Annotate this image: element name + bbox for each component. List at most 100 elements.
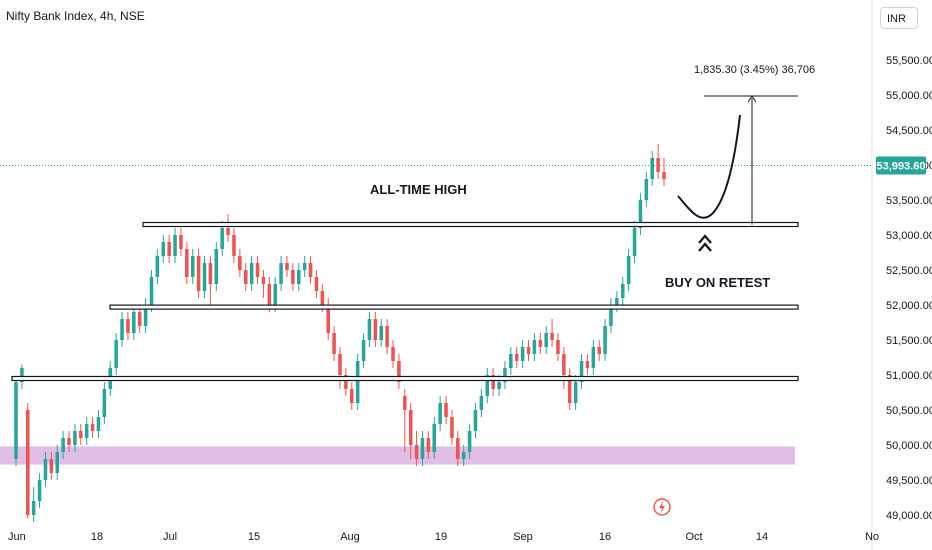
candle-body bbox=[497, 382, 501, 389]
candle-body bbox=[43, 459, 48, 480]
candle-body bbox=[255, 263, 260, 277]
x-tick-label: 16 bbox=[599, 531, 611, 543]
candle-body bbox=[585, 361, 590, 368]
candle-body bbox=[61, 438, 65, 452]
demand-zone bbox=[0, 446, 795, 465]
y-tick-label: 54,500.00 bbox=[886, 125, 932, 137]
candle-body bbox=[49, 459, 54, 473]
candle-body bbox=[361, 340, 366, 361]
y-tick-label: 52,000.00 bbox=[886, 300, 932, 312]
candle-body bbox=[550, 333, 554, 340]
y-tick-label: 53,000.00 bbox=[886, 230, 932, 242]
candle-body bbox=[603, 326, 607, 354]
candle-body bbox=[344, 375, 348, 389]
candle-body bbox=[461, 452, 466, 459]
candle-body bbox=[532, 340, 537, 354]
candle-body bbox=[126, 319, 130, 333]
candle-body bbox=[438, 403, 442, 424]
candle-body bbox=[326, 305, 330, 333]
candle-body bbox=[232, 235, 236, 256]
symbol-title: Nifty Bank Index, 4h, NSE bbox=[6, 9, 145, 23]
candle-body bbox=[73, 431, 77, 445]
candle-body bbox=[173, 235, 177, 256]
candle-body bbox=[444, 403, 448, 417]
candle-body bbox=[285, 263, 289, 270]
y-tick-label: 50,000.00 bbox=[886, 440, 932, 452]
x-tick-label: Jun bbox=[8, 531, 26, 543]
last-price-label: 53,993.60 bbox=[877, 160, 926, 172]
candle-body bbox=[90, 424, 95, 431]
candle-body bbox=[662, 172, 666, 179]
level-line-support-52000[interactable] bbox=[109, 304, 799, 310]
candle-body bbox=[350, 389, 354, 403]
candle-body bbox=[320, 291, 325, 305]
x-tick-label: Jul bbox=[163, 531, 177, 543]
x-tick-label: No bbox=[865, 531, 879, 543]
measure-arrow-icon bbox=[747, 95, 757, 103]
candle-body bbox=[185, 249, 189, 277]
candle-body bbox=[55, 452, 60, 473]
candle-body bbox=[132, 312, 136, 333]
candle-body bbox=[208, 263, 213, 284]
candle-body bbox=[332, 333, 336, 354]
lightning-icon bbox=[659, 501, 665, 513]
candle-body bbox=[456, 438, 460, 459]
candle-body bbox=[467, 431, 472, 452]
x-tick-label: 19 bbox=[435, 531, 447, 543]
candle-body bbox=[638, 200, 643, 228]
candle-body bbox=[355, 361, 360, 403]
candle-body bbox=[279, 263, 283, 284]
candle-body bbox=[414, 445, 419, 459]
candle-body bbox=[31, 501, 36, 515]
candle-body bbox=[591, 347, 596, 368]
candle-body bbox=[161, 242, 166, 256]
candle-body bbox=[149, 277, 154, 309]
candle-body bbox=[167, 242, 171, 256]
y-tick-label: 49,500.00 bbox=[886, 475, 932, 487]
y-tick-label: 55,000.00 bbox=[886, 90, 932, 102]
y-tick-label: 51,000.00 bbox=[886, 370, 932, 382]
candle-body bbox=[291, 270, 295, 284]
candle-body bbox=[302, 263, 307, 270]
candle-body bbox=[261, 277, 266, 284]
measure-label: 1,835.30 (3.45%) 36,706 bbox=[694, 64, 815, 76]
ath-label: ALL-TIME HIGH bbox=[370, 182, 467, 197]
candle-body bbox=[620, 284, 625, 298]
candle-body bbox=[137, 312, 142, 326]
candle-body bbox=[196, 256, 201, 291]
x-tick-label: 15 bbox=[248, 531, 260, 543]
candle-body bbox=[273, 284, 277, 305]
y-tick-label: 51,500.00 bbox=[886, 335, 932, 347]
candle-body bbox=[650, 158, 654, 179]
candle-body bbox=[656, 158, 660, 172]
level-line-support-51000[interactable] bbox=[11, 375, 799, 382]
candle-body bbox=[556, 340, 560, 354]
candle-body bbox=[114, 340, 118, 368]
level-line-all-time-high[interactable] bbox=[142, 221, 799, 228]
candle-body bbox=[190, 256, 195, 277]
candle-body bbox=[579, 361, 584, 382]
candle-body bbox=[308, 263, 313, 277]
candle-body bbox=[14, 382, 18, 459]
candle-body bbox=[37, 480, 42, 501]
candle-body bbox=[238, 256, 242, 270]
candle-body bbox=[626, 256, 631, 284]
x-tick-label: Aug bbox=[340, 531, 360, 543]
candle-body bbox=[503, 368, 507, 382]
candle-body bbox=[155, 256, 160, 277]
candle-body bbox=[214, 249, 219, 284]
candle-body bbox=[432, 424, 437, 452]
candle-body bbox=[267, 284, 272, 305]
candle-body bbox=[296, 270, 301, 284]
candle-body bbox=[644, 179, 649, 200]
candle-body bbox=[249, 263, 254, 284]
candle-body bbox=[538, 340, 543, 347]
candle-body bbox=[179, 235, 183, 249]
y-tick-label: 50,500.00 bbox=[886, 405, 932, 417]
y-tick-label: 49,000.00 bbox=[886, 510, 932, 522]
buy-on-retest-label: BUY ON RETEST bbox=[665, 275, 770, 290]
currency-selector[interactable]: INR bbox=[880, 7, 918, 29]
candle-body bbox=[226, 228, 230, 235]
candle-body bbox=[450, 417, 454, 438]
